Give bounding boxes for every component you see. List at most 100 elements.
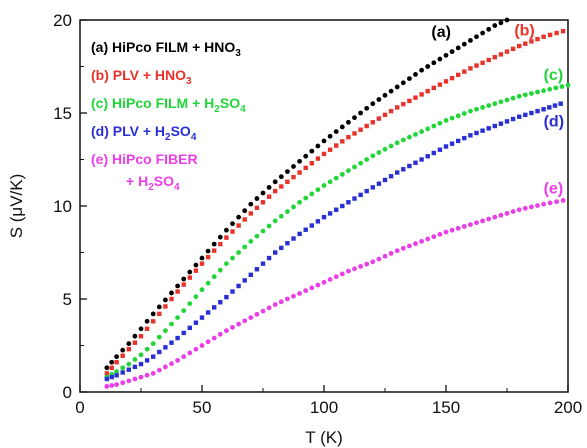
data-point [248, 211, 253, 216]
data-point [358, 110, 363, 116]
data-point [120, 370, 125, 375]
data-point [138, 334, 144, 339]
data-point [163, 328, 168, 334]
data-point [364, 157, 370, 162]
data-point [291, 174, 296, 180]
data-point [291, 236, 296, 241]
data-point [199, 255, 205, 261]
data-point [364, 105, 370, 111]
data-point [260, 200, 266, 205]
data-point [242, 244, 248, 250]
data-point [217, 234, 223, 240]
data-point [169, 321, 174, 327]
data-point [431, 60, 437, 66]
data-point [382, 146, 388, 152]
data-point [547, 105, 552, 110]
data-point [151, 319, 156, 324]
data-point [547, 32, 553, 38]
data-point [254, 267, 260, 272]
data-point [144, 326, 150, 331]
data-point [492, 123, 497, 129]
data-point [211, 241, 217, 247]
series-c [104, 82, 571, 380]
data-point [480, 105, 485, 110]
data-point [236, 321, 242, 327]
data-point [126, 361, 132, 367]
data-point [541, 201, 546, 207]
data-point [297, 158, 302, 164]
data-point [272, 179, 278, 185]
data-point [254, 233, 260, 239]
data-point [443, 79, 449, 84]
x-tick-label: 100 [310, 398, 338, 417]
data-point [461, 224, 467, 229]
data-point [504, 119, 510, 124]
data-point [138, 361, 144, 367]
series-d [104, 101, 563, 382]
data-point [522, 92, 528, 98]
x-tick-label: 0 [75, 398, 84, 417]
data-point [333, 129, 339, 135]
data-point [169, 340, 174, 345]
data-point [199, 315, 205, 320]
data-point [449, 75, 455, 81]
data-point [150, 311, 156, 317]
data-point [236, 283, 241, 289]
data-point [187, 325, 192, 331]
data-point [291, 293, 296, 299]
data-point [364, 261, 370, 267]
data-point [425, 126, 431, 132]
data-point [388, 108, 394, 114]
data-point [132, 357, 138, 362]
data-point [138, 352, 144, 358]
data-point [474, 63, 479, 68]
data-point [211, 335, 217, 341]
data-point [443, 52, 449, 58]
data-point [468, 222, 473, 228]
data-point [279, 245, 284, 251]
data-point [303, 288, 309, 294]
data-point [266, 255, 272, 261]
data-point [504, 211, 510, 216]
data-point [413, 95, 418, 100]
data-point [407, 98, 412, 104]
data-point [455, 113, 461, 119]
data-point [400, 80, 406, 86]
data-point [419, 129, 424, 135]
data-point [156, 367, 162, 373]
data-point [193, 268, 199, 273]
data-point [315, 156, 321, 161]
data-point [260, 228, 266, 234]
data-point [212, 305, 217, 310]
data-point [260, 261, 266, 266]
data-point [364, 123, 369, 129]
data-point [104, 384, 110, 389]
data-point [217, 267, 223, 273]
data-point [456, 138, 461, 144]
data-point [480, 128, 485, 133]
data-point [358, 160, 363, 166]
data-point [358, 192, 363, 198]
data-point [346, 134, 351, 140]
data-point [181, 330, 186, 336]
data-point [443, 229, 449, 235]
data-point [510, 46, 516, 52]
data-point [126, 378, 132, 384]
data-point [236, 214, 242, 220]
data-point [560, 28, 566, 34]
data-point [151, 354, 156, 359]
data-point [394, 140, 400, 146]
data-point [388, 251, 394, 256]
data-point [163, 304, 168, 309]
legend: (a) HiPco FILM + HNO3 (b) PLV + HNO3 (c) H… [91, 39, 246, 193]
series-layer [104, 17, 571, 389]
data-point [560, 198, 566, 203]
data-point [217, 331, 223, 337]
data-point [559, 84, 565, 89]
data-point [303, 227, 308, 232]
data-point [407, 134, 412, 140]
legend-entry-e-line2: + H2SO4 [126, 173, 180, 193]
data-point [169, 296, 174, 302]
data-point [382, 177, 388, 183]
data-point [498, 212, 504, 218]
